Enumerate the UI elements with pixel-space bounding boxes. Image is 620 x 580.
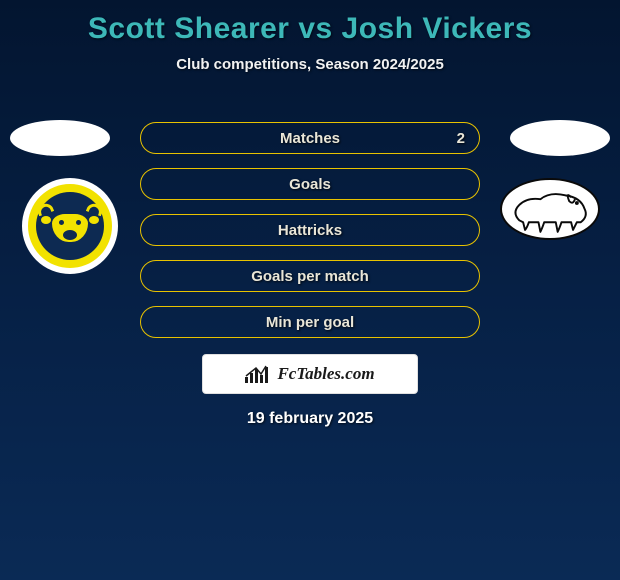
ox-icon bbox=[43, 208, 97, 244]
stat-row-matches: Matches 2 bbox=[140, 122, 480, 154]
stat-row-goals: Goals bbox=[140, 168, 480, 200]
club-badge-right bbox=[500, 178, 600, 240]
stat-label: Goals bbox=[289, 176, 331, 193]
ram-icon bbox=[502, 180, 598, 240]
stat-label: Matches bbox=[280, 130, 340, 147]
bars-icon bbox=[245, 365, 271, 383]
stat-row-hattricks: Hattricks bbox=[140, 214, 480, 246]
oxford-badge-inner bbox=[36, 192, 104, 260]
stats-container: Matches 2 Goals Hattricks Goals per matc… bbox=[140, 122, 480, 352]
stat-label: Min per goal bbox=[266, 314, 354, 331]
attribution-text: FcTables.com bbox=[277, 364, 374, 384]
snapshot-date: 19 february 2025 bbox=[0, 410, 620, 428]
comparison-subtitle: Club competitions, Season 2024/2025 bbox=[0, 56, 620, 73]
stat-label: Goals per match bbox=[251, 268, 369, 285]
club-badge-left bbox=[22, 178, 118, 274]
stat-value-right: 2 bbox=[457, 130, 465, 147]
stat-label: Hattricks bbox=[278, 222, 342, 239]
stat-row-goals-per-match: Goals per match bbox=[140, 260, 480, 292]
attribution-badge: FcTables.com bbox=[202, 354, 418, 394]
player-avatar-left bbox=[10, 120, 110, 156]
stat-row-min-per-goal: Min per goal bbox=[140, 306, 480, 338]
player-avatar-right bbox=[510, 120, 610, 156]
comparison-title: Scott Shearer vs Josh Vickers bbox=[0, 0, 620, 46]
